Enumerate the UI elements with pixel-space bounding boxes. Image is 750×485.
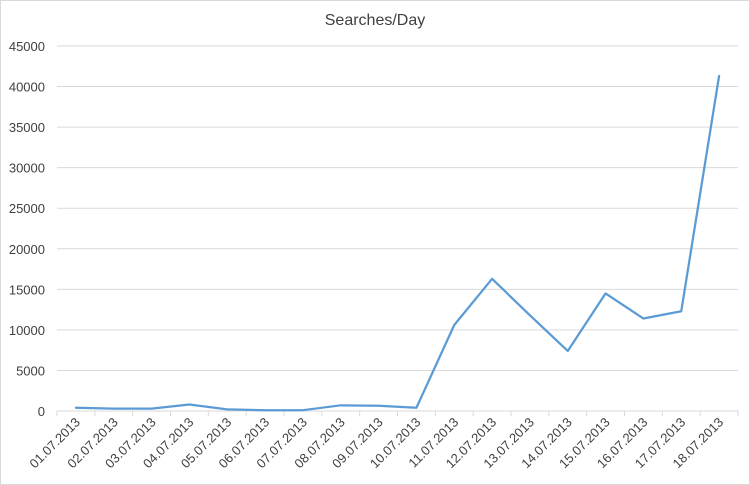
y-tick-label: 25000 — [9, 201, 45, 216]
data-point — [680, 310, 682, 312]
data-point — [453, 324, 455, 326]
y-axis-tick-labels: 0 5000 10000 15000 20000 25000 30000 35000 40000… — [9, 39, 45, 419]
y-tick-label: 40000 — [9, 80, 45, 95]
data-point — [605, 292, 607, 294]
y-tick-label: 5000 — [16, 363, 45, 378]
series-group — [74, 74, 721, 412]
data-point — [226, 408, 228, 410]
y-tick-label: 20000 — [9, 242, 45, 257]
data-point — [642, 318, 644, 320]
axes — [56, 410, 739, 416]
data-point — [113, 408, 115, 410]
data-point — [302, 409, 304, 411]
y-tick-label: 10000 — [9, 323, 45, 338]
data-point — [378, 405, 380, 407]
y-tick-label: 15000 — [9, 282, 45, 297]
data-point — [567, 350, 569, 352]
data-point — [718, 75, 720, 77]
y-tick-label: 35000 — [9, 120, 45, 135]
data-point — [491, 278, 493, 280]
data-point — [188, 404, 190, 406]
data-point — [151, 408, 153, 410]
y-tick-label: 45000 — [9, 39, 45, 54]
data-point — [75, 407, 77, 409]
chart-title: Searches/Day — [325, 12, 426, 29]
y-tick-label: 0 — [38, 404, 45, 419]
grid-lines — [57, 45, 738, 371]
data-point — [415, 407, 417, 409]
data-point — [529, 314, 531, 316]
data-point — [340, 404, 342, 406]
data-point — [264, 409, 266, 411]
series-line — [74, 74, 721, 412]
x-axis-tick-labels: 01.07.201302.07.201303.07.201304.07.2013… — [26, 415, 726, 472]
y-tick-label: 30000 — [9, 161, 45, 176]
